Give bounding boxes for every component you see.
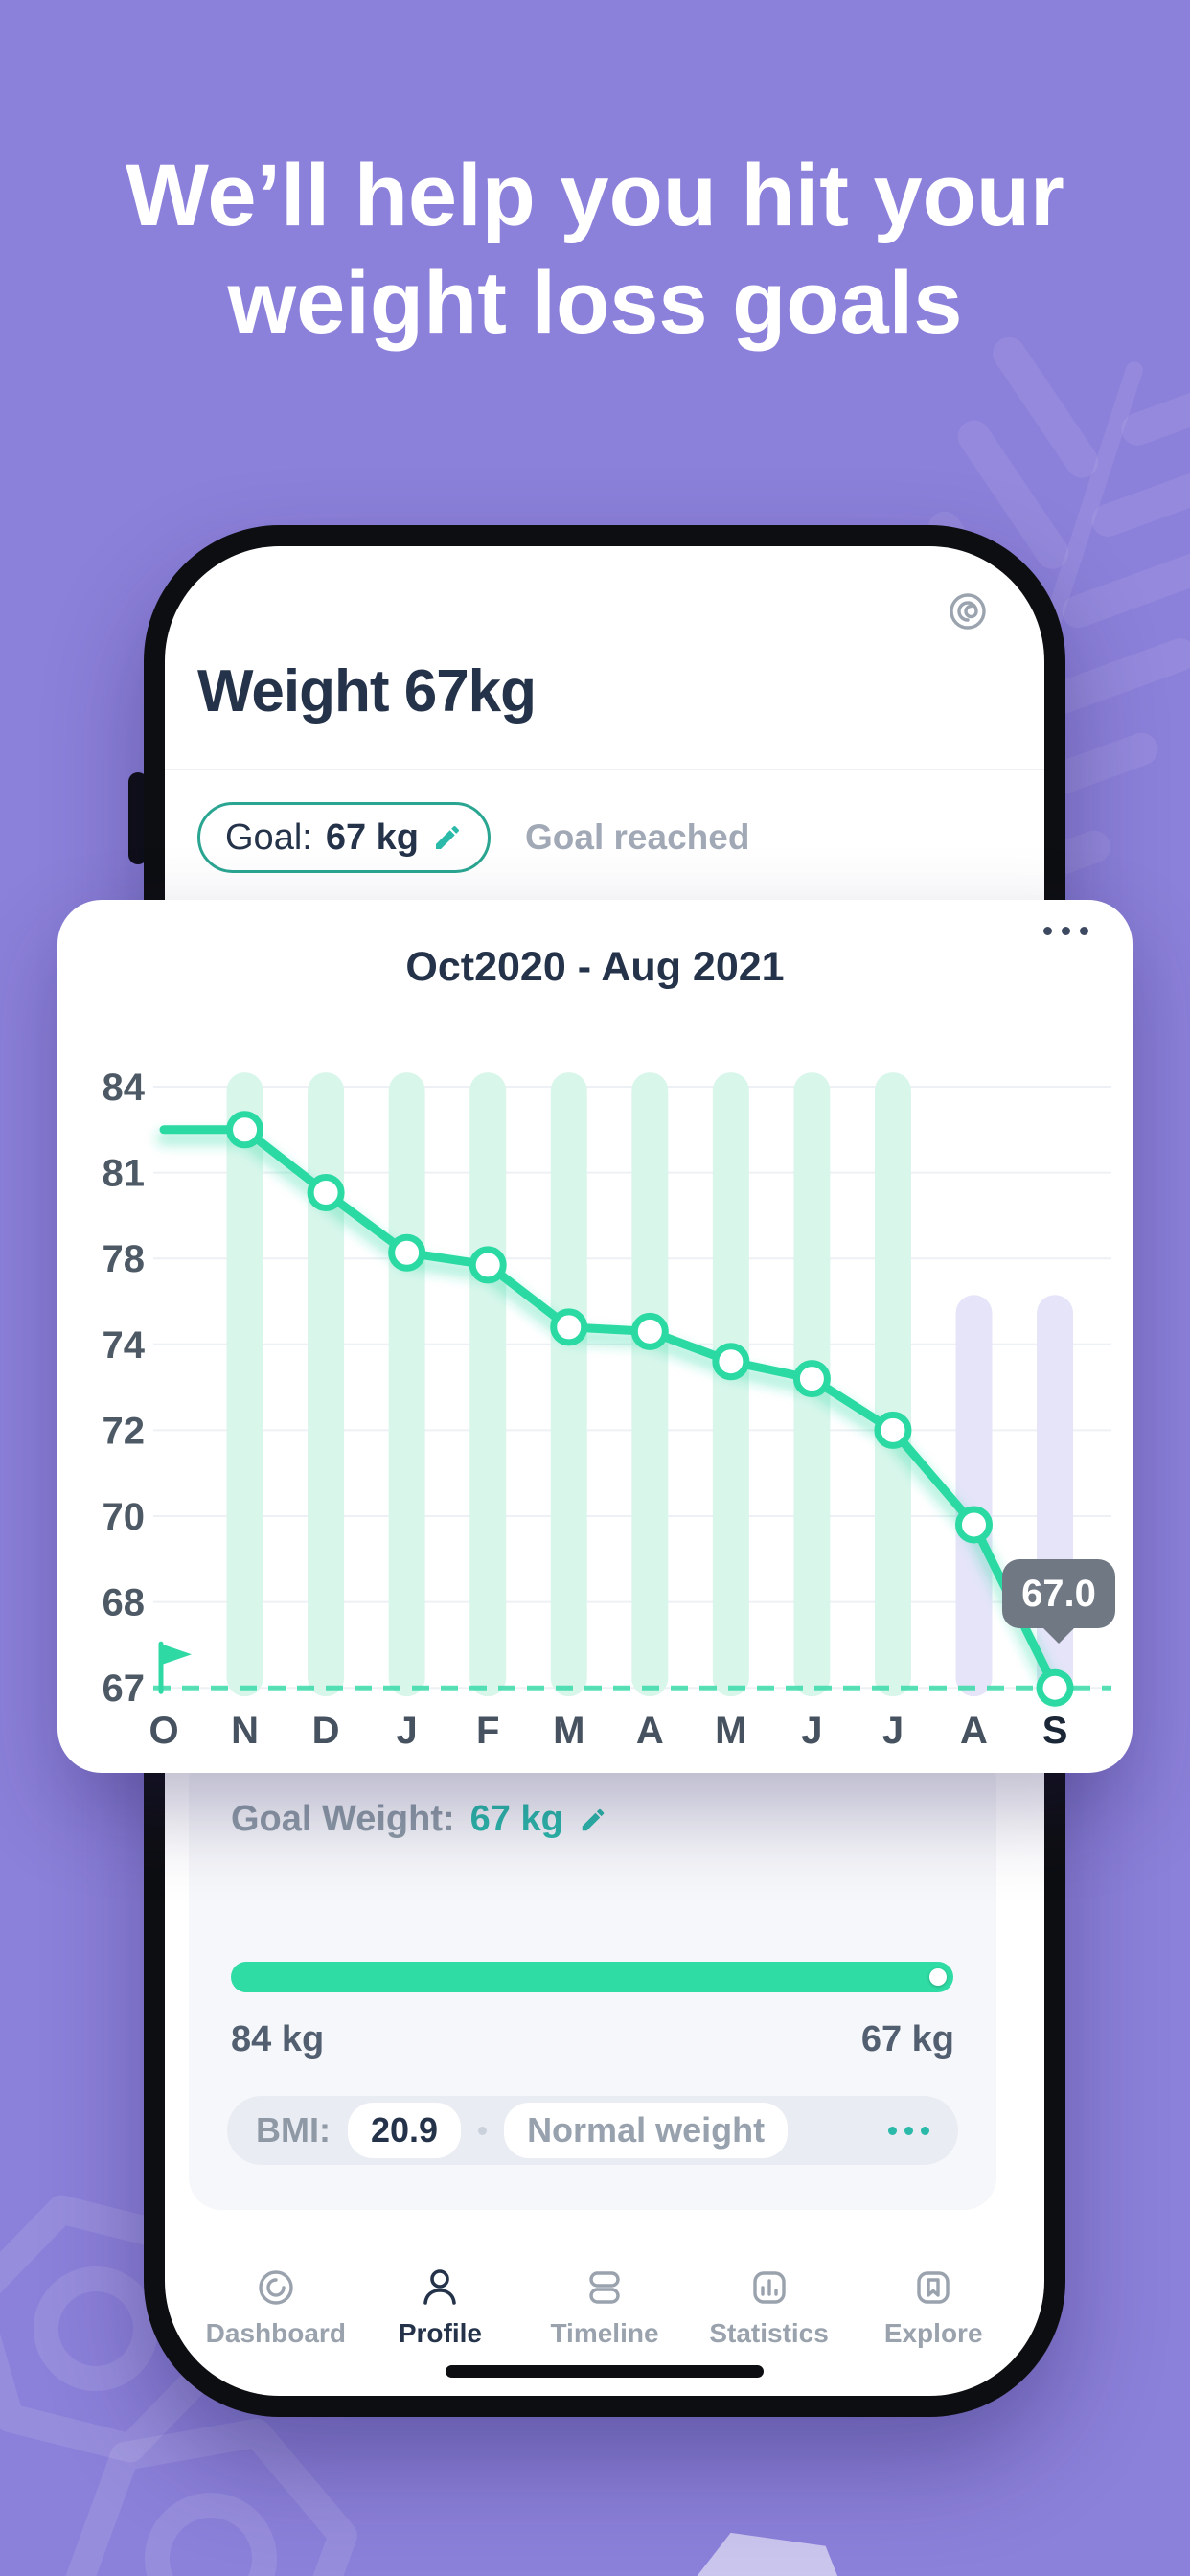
divider [165, 769, 1044, 770]
y-tick-label: 72 [103, 1410, 146, 1452]
x-tick-label: M [553, 1710, 584, 1752]
y-tick-label: 84 [103, 1067, 146, 1109]
goal-row: Goal: 67 kg Goal reached [197, 802, 750, 873]
headline: We’ll help you hit your weight loss goal… [0, 142, 1190, 356]
range-capsule-purple [955, 1295, 993, 1697]
tab-label: Profile [398, 2318, 482, 2348]
range-capsule-green [874, 1072, 911, 1697]
range-capsule-green [226, 1072, 263, 1697]
goal-weight-card: Goal Weight: 67 kg 84 kg 67 kg BMI: 20.9 [189, 1749, 996, 2210]
y-tick-label: 68 [103, 1582, 146, 1624]
edit-pencil-icon[interactable] [579, 1806, 607, 1834]
data-point-marker[interactable] [630, 1312, 669, 1350]
dashboard-icon [259, 2270, 293, 2305]
tab-label: Dashboard [205, 2318, 346, 2348]
bmi-value-pill: 20.9 [347, 2103, 462, 2158]
data-point-marker[interactable] [874, 1411, 912, 1449]
weight-progress-bar [231, 1962, 953, 1992]
timeline-icon [589, 2271, 620, 2304]
chart-tooltip: 67.0 [1002, 1559, 1115, 1628]
data-point-marker[interactable] [955, 1506, 993, 1544]
explore-icon [917, 2271, 950, 2304]
bmi-label: BMI: [256, 2110, 331, 2150]
x-tick-label: O [149, 1710, 178, 1752]
weight-line [159, 1125, 1060, 1692]
weight-range-row: 84 kg 67 kg [231, 2019, 954, 2060]
weight-chart-card: Oct2020 - Aug 2021 84 81 78 74 72 70 68 67 O N D J F… [57, 900, 1133, 1773]
data-point-marker[interactable] [792, 1360, 831, 1398]
x-tick-label: J [882, 1710, 904, 1752]
tab-profile[interactable]: Profile [358, 2261, 523, 2368]
range-capsule-green [550, 1072, 587, 1697]
page-title: Weight 67kg [197, 658, 537, 724]
data-point-marker[interactable] [226, 1111, 264, 1149]
x-tick-label: D [312, 1710, 340, 1752]
line-shadow [156, 1130, 1064, 1705]
data-point-marker[interactable] [388, 1233, 426, 1272]
range-capsule-green [712, 1072, 749, 1697]
hex-white-decoration [671, 2532, 862, 2576]
y-tick-label: 67 [103, 1668, 146, 1710]
range-capsule-green [308, 1072, 345, 1697]
y-tick-label: 74 [103, 1324, 146, 1367]
tab-bar: Dashboard Profile Timeline [165, 2261, 1044, 2368]
profile-icon [423, 2269, 457, 2305]
goal-weight-row: Goal Weight: 67 kg [231, 1799, 607, 1840]
card-menu-dots[interactable] [1043, 927, 1088, 935]
goal-status-text: Goal reached [525, 817, 750, 857]
tab-timeline[interactable]: Timeline [522, 2261, 687, 2368]
x-tick-label: S [1042, 1710, 1068, 1752]
goal-weight: 67 kg [860, 2019, 954, 2059]
data-point-marker[interactable] [469, 1246, 507, 1284]
tab-dashboard[interactable]: Dashboard [194, 2261, 358, 2368]
x-tick-label: M [715, 1710, 746, 1752]
y-tick-label: 70 [103, 1496, 146, 1538]
goal-weight-label: Goal Weight: [231, 1799, 455, 1839]
tab-label: Timeline [550, 2318, 659, 2348]
range-capsule-green [388, 1072, 425, 1697]
goal-flag-icon [161, 1644, 192, 1666]
data-point-marker[interactable] [550, 1308, 588, 1346]
weight-chart: 84 81 78 74 72 70 68 67O N D J F M A M J J A S [103, 1067, 1111, 1752]
tab-explore[interactable]: Explore [851, 2261, 1016, 2368]
x-tick-label: A [636, 1710, 664, 1752]
data-point-marker[interactable] [712, 1343, 750, 1381]
x-tick-label: J [397, 1710, 418, 1752]
phone-side-button [128, 772, 148, 864]
edit-pencil-icon[interactable] [432, 822, 463, 853]
bmi-row: BMI: 20.9 Normal weight [227, 2096, 958, 2165]
more-options-icon[interactable] [888, 2126, 929, 2135]
headline-line-2: weight loss goals [227, 254, 963, 353]
dot-separator [478, 2126, 488, 2135]
y-tick-label: 81 [103, 1153, 146, 1195]
range-capsule-green [631, 1072, 669, 1697]
goal-pill[interactable]: Goal: 67 kg [197, 802, 491, 873]
statistics-icon [752, 2271, 786, 2304]
spiral-icon[interactable] [945, 588, 991, 634]
x-tick-label: A [960, 1710, 988, 1752]
range-capsule-green [469, 1072, 507, 1697]
y-tick-label: 78 [103, 1238, 146, 1280]
x-tick-label: J [801, 1710, 822, 1752]
bmi-status-pill: Normal weight [504, 2103, 789, 2158]
data-point-marker[interactable] [307, 1174, 345, 1212]
tab-statistics[interactable]: Statistics [687, 2261, 852, 2368]
progress-knob [929, 1968, 947, 1986]
goal-weight-value: 67 kg [469, 1799, 563, 1839]
x-tick-label: F [476, 1710, 499, 1752]
data-point-marker[interactable] [1036, 1668, 1074, 1707]
x-tick-label: N [231, 1710, 259, 1752]
home-indicator [446, 2365, 764, 2378]
headline-line-1: We’ll help you hit your [126, 147, 1064, 244]
goal-label: Goal: [225, 816, 312, 858]
chart-title: Oct2020 - Aug 2021 [405, 944, 785, 990]
tab-label: Statistics [709, 2318, 829, 2348]
tab-label: Explore [883, 2318, 983, 2348]
goal-value: 67 kg [325, 816, 419, 858]
start-weight: 84 kg [231, 2019, 325, 2059]
